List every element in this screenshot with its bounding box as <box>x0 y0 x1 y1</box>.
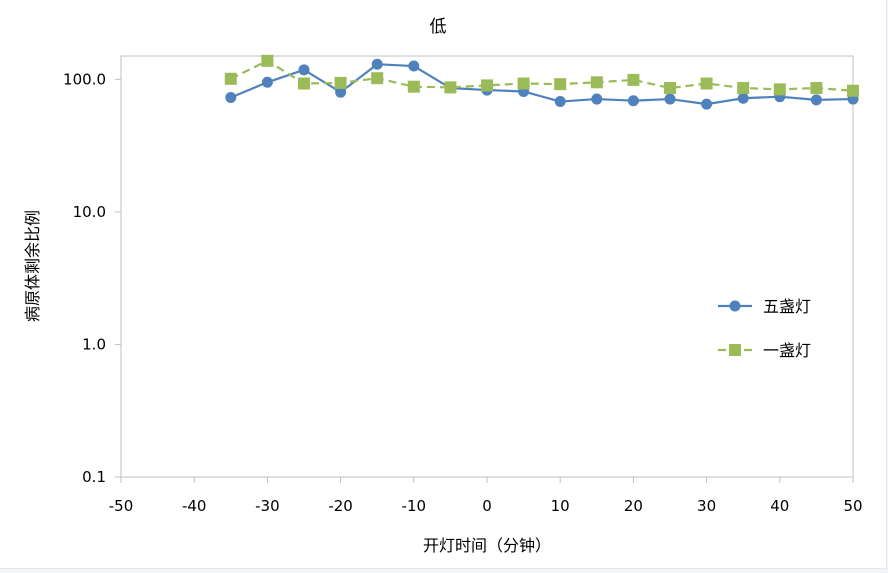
x-tick-label: 0 <box>482 497 492 515</box>
data-point <box>481 79 493 92</box>
data-point <box>554 78 567 91</box>
data-point <box>408 60 420 72</box>
data-point <box>627 73 640 86</box>
y-tick-label: 10.0 <box>73 203 106 221</box>
y-tick-label: 1.0 <box>82 335 106 353</box>
plot-area <box>120 55 854 478</box>
y-axis: 0.1 1.0 10.0 100.0 <box>63 70 121 486</box>
data-point <box>810 82 823 95</box>
y-axis-title: 病原体剩余比例 <box>23 210 42 322</box>
data-point <box>371 72 384 85</box>
x-tick-label: -10 <box>402 497 427 515</box>
data-point <box>298 64 310 76</box>
data-point <box>773 83 786 96</box>
legend-marker <box>729 344 741 356</box>
data-point <box>298 77 310 90</box>
legend-marker <box>729 300 741 312</box>
y-tick-label: 0.1 <box>82 468 106 486</box>
x-tick-label: 40 <box>770 497 789 515</box>
series-layer <box>224 54 859 110</box>
x-axis: -50 -40 -30 -20 -10 0 10 20 30 40 50 <box>109 477 863 515</box>
x-tick-label: 10 <box>551 497 570 515</box>
data-point <box>664 82 676 95</box>
series-2 <box>224 54 859 97</box>
data-point <box>700 77 713 90</box>
legend-label: 五盏灯 <box>763 297 811 316</box>
data-point <box>407 80 420 93</box>
legend-label: 一盏灯 <box>763 341 811 360</box>
legend-item-2: 一盏灯 <box>718 341 811 360</box>
data-point <box>664 93 676 105</box>
data-point <box>591 93 603 105</box>
data-point <box>371 58 383 70</box>
x-tick-label: -20 <box>328 497 353 515</box>
data-point <box>224 72 237 85</box>
data-point <box>627 95 639 107</box>
x-tick-label: 30 <box>697 497 716 515</box>
data-point <box>847 84 859 97</box>
x-tick-label: -30 <box>255 497 280 515</box>
data-point <box>810 94 822 106</box>
data-point <box>261 76 273 88</box>
series-line <box>230 63 854 106</box>
data-point <box>335 86 347 98</box>
data-point <box>517 77 530 90</box>
data-point <box>334 76 347 89</box>
x-tick-label: 50 <box>843 497 862 515</box>
x-axis-title: 开灯时间（分钟） <box>423 536 551 555</box>
y-tick-label: 100.0 <box>63 70 106 88</box>
legend-item-1: 五盏灯 <box>718 297 811 316</box>
data-point <box>590 76 603 89</box>
data-point <box>225 91 237 103</box>
x-tick-label: 20 <box>624 497 643 515</box>
chart-title: 低 <box>430 17 447 37</box>
data-point <box>444 81 457 94</box>
data-point <box>261 54 274 67</box>
data-point <box>737 92 749 104</box>
data-point <box>737 82 750 95</box>
x-tick-label: -50 <box>109 497 134 515</box>
data-point <box>554 96 566 108</box>
data-point <box>701 98 713 110</box>
x-tick-label: -40 <box>182 497 207 515</box>
